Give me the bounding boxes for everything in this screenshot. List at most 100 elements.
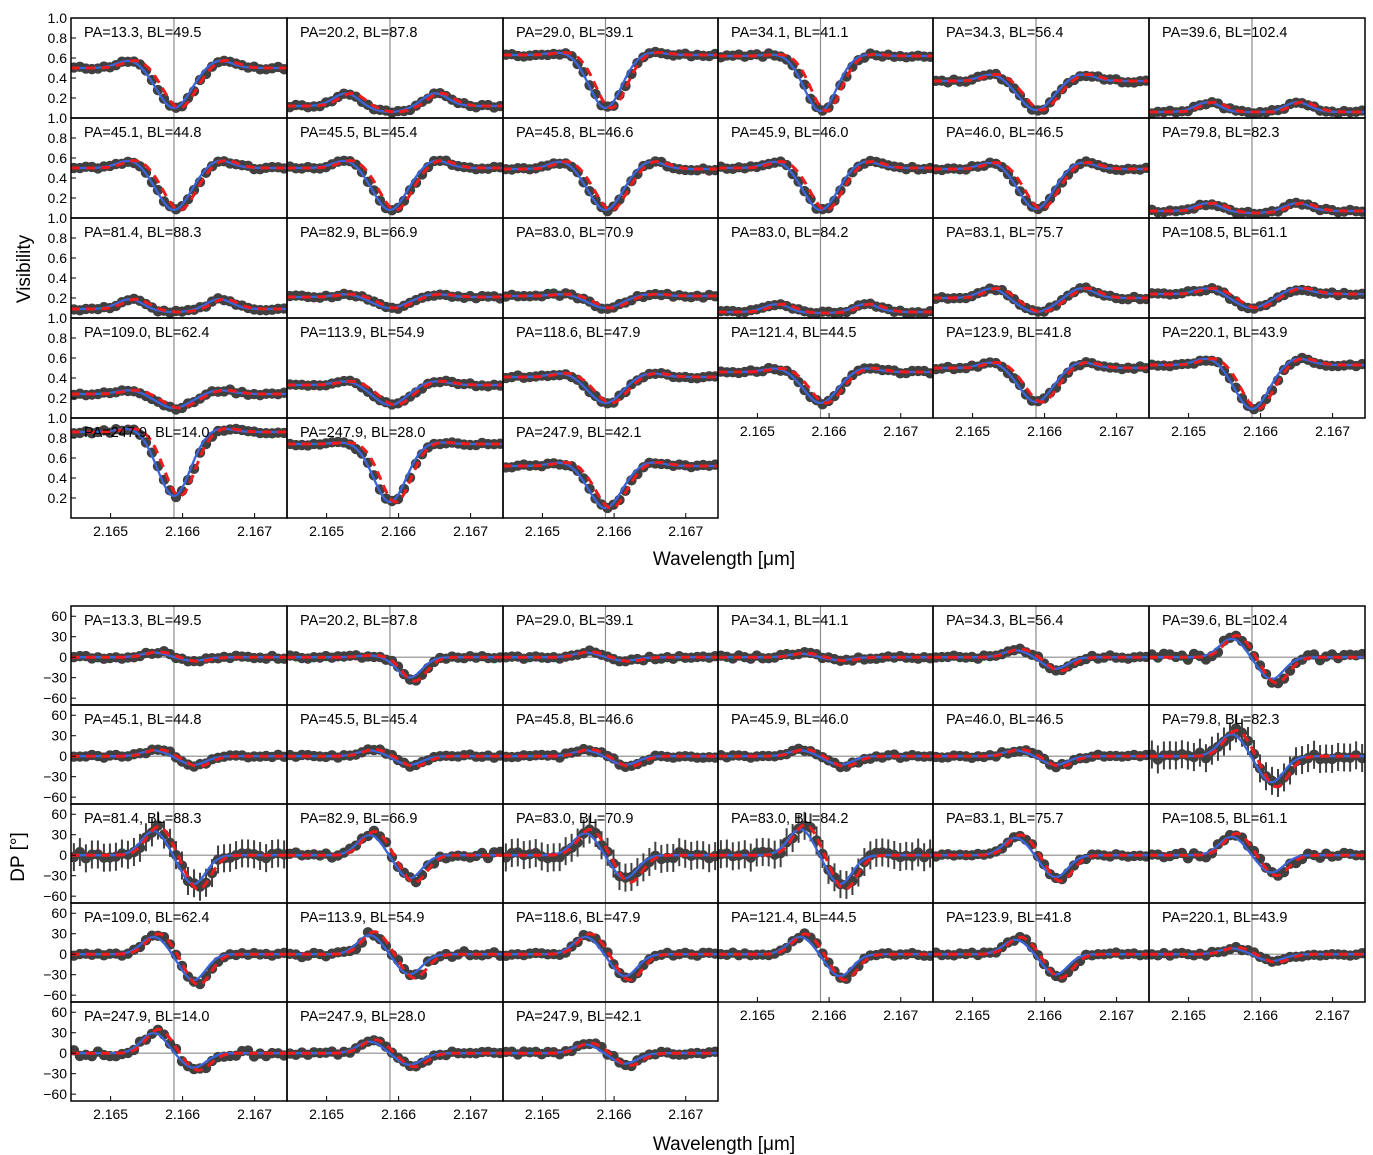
panel-plot-area — [287, 705, 503, 804]
panel: PA=108.5, BL=61.1 — [1148, 803, 1366, 904]
panel-label: PA=118.6, BL=47.9 — [516, 910, 640, 926]
x-tick-label: 2.165 — [525, 1106, 560, 1122]
x-tick-label: 2.165 — [93, 523, 128, 539]
panel-label: PA=121.4, BL=44.5 — [731, 910, 857, 926]
panel: PA=45.1, BL=44.8 1.0 0.8 0.6 0.4 0.2 — [48, 110, 288, 219]
panel-label: PA=34.1, BL=41.1 — [731, 613, 848, 629]
x-tick-label: 2.167 — [883, 1007, 918, 1023]
y-tick-label: 1.0 — [48, 410, 68, 426]
panel-label: PA=247.9, BL=42.1 — [516, 1009, 642, 1025]
panel-label: PA=113.9, BL=54.9 — [300, 910, 424, 926]
model-curve-red — [287, 292, 503, 310]
panel: PA=123.9, BL=41.8 2.165 2.166 2.167 — [932, 317, 1150, 439]
panel-label: PA=83.0, BL=84.2 — [731, 811, 848, 827]
x-tick-label: 2.166 — [597, 523, 632, 539]
panel: PA=39.6, BL=102.4 — [1148, 17, 1366, 119]
panel: PA=39.6, BL=102.4 — [1148, 605, 1366, 706]
panel-label: PA=39.6, BL=102.4 — [1162, 25, 1288, 41]
panel-label: PA=20.2, BL=87.8 — [300, 25, 417, 41]
panel: PA=247.9, BL=14.0 60 30 0 −30 −60 2.165 2.166 2.… — [43, 1001, 288, 1122]
model-curve-red — [1149, 831, 1365, 878]
panel: PA=83.0, BL=84.2 — [717, 803, 934, 904]
model-curve-red — [718, 823, 933, 891]
panel-plot-area — [503, 606, 718, 705]
panel-plot-area — [718, 118, 933, 218]
panel-label: PA=247.9, BL=28.0 — [300, 425, 426, 441]
y-tick-label: 0.8 — [48, 130, 68, 146]
x-tick-label: 2.167 — [237, 1106, 272, 1122]
y-tick-label: 0.2 — [48, 290, 68, 306]
x-tick-label: 2.166 — [1243, 1007, 1278, 1023]
panel-plot-area — [287, 1002, 503, 1101]
model-curve-red — [287, 440, 503, 504]
panel-label: PA=45.1, BL=44.8 — [84, 125, 201, 141]
model-curve-red — [287, 829, 503, 884]
x-tick-label: 2.167 — [668, 1106, 703, 1122]
model-curve-red — [503, 827, 718, 884]
panel: PA=118.6, BL=47.9 — [502, 317, 719, 419]
panel: PA=34.1, BL=41.1 — [717, 605, 934, 706]
data-point — [374, 934, 386, 945]
panel-plot-area — [933, 606, 1149, 705]
x-tick-label: 2.167 — [237, 523, 272, 539]
panel-label: PA=13.3, BL=49.5 — [84, 25, 201, 41]
model-curve-red — [71, 650, 287, 663]
x-tick-label: 2.167 — [883, 423, 918, 439]
visibility-y-axis-title: Visibility — [14, 234, 35, 303]
panel: PA=45.5, BL=45.4 — [286, 117, 504, 219]
model-curve-red — [718, 302, 933, 315]
y-tick-label: 1.0 — [48, 10, 68, 26]
model-curve-red — [718, 932, 933, 982]
y-tick-label: 30 — [51, 1025, 67, 1041]
panel-label: PA=45.9, BL=46.0 — [731, 712, 848, 728]
model-curve-red — [718, 52, 933, 113]
panel-plot-area — [287, 903, 503, 1002]
panel: PA=121.4, BL=44.5 2.165 2.166 2.167 — [717, 902, 934, 1023]
y-tick-label: −30 — [43, 967, 67, 983]
x-tick-label: 2.167 — [453, 1106, 488, 1122]
data-point — [709, 1046, 718, 1057]
panel-plot-area — [503, 705, 718, 804]
model-curve-red — [71, 297, 287, 314]
panel-label: PA=118.6, BL=47.9 — [516, 325, 640, 341]
model-curve-red — [287, 158, 503, 212]
model-curve-red — [503, 460, 718, 510]
model-curve-red — [71, 747, 287, 768]
model-curve-red — [71, 825, 287, 891]
x-tick-label: 2.165 — [93, 1106, 128, 1122]
y-tick-label: 0.6 — [48, 350, 68, 366]
panel-label: PA=45.8, BL=46.6 — [516, 125, 633, 141]
panel: PA=83.0, BL=70.9 — [502, 803, 719, 904]
panel-label: PA=46.0, BL=46.5 — [946, 125, 1063, 141]
panel-label: PA=247.9, BL=42.1 — [516, 425, 642, 441]
data-point — [1356, 752, 1365, 764]
panel: PA=109.0, BL=62.4 1.0 0.8 0.6 0.4 0.2 — [48, 310, 288, 419]
y-tick-label: −30 — [43, 868, 67, 884]
x-tick-label: 2.167 — [668, 523, 703, 539]
panel: PA=46.0, BL=46.5 — [932, 704, 1150, 805]
y-tick-label: 60 — [51, 608, 67, 624]
data-point — [1008, 83, 1020, 94]
panel-plot-area — [933, 903, 1149, 1002]
x-tick-label: 2.166 — [1027, 423, 1062, 439]
panel-label: PA=113.9, BL=54.9 — [300, 325, 424, 341]
panel-label: PA=29.0, BL=39.1 — [516, 613, 633, 629]
panel-label: PA=247.9, BL=14.0 — [84, 425, 210, 441]
model-curve-red — [71, 388, 287, 410]
y-tick-label: 0.4 — [48, 370, 68, 386]
panel-label: PA=247.9, BL=14.0 — [84, 1009, 210, 1025]
x-tick-label: 2.165 — [955, 423, 990, 439]
panel-plot-area — [933, 218, 1149, 318]
panel-plot-area — [71, 804, 287, 903]
x-tick-label: 2.165 — [1171, 1007, 1206, 1023]
panel: PA=45.5, BL=45.4 — [286, 704, 504, 805]
panel: PA=45.9, BL=46.0 — [717, 704, 934, 805]
model-curve-red — [933, 286, 1149, 314]
model-curve-blue — [287, 441, 503, 504]
panel: PA=45.8, BL=46.6 — [502, 704, 719, 805]
panel-plot-area — [718, 18, 933, 118]
panel-plot-area — [1149, 218, 1365, 318]
y-tick-label: −60 — [43, 1086, 67, 1102]
visibility-panel-grid: PA=13.3, BL=49.5 1.0 0.8 0.6 0.4 0.2 PA=20.2, … — [48, 10, 1366, 539]
x-tick-label: 2.166 — [381, 1106, 416, 1122]
